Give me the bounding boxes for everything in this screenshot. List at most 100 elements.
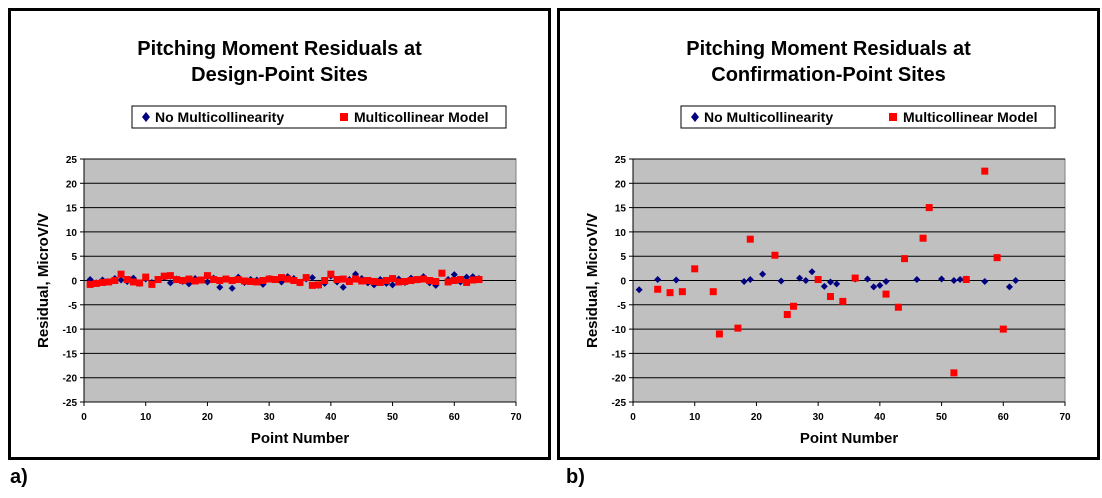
x-tick-label: 40 [325,412,337,423]
x-tick-label: 10 [689,412,701,423]
legend-marker-square-icon [889,113,897,121]
y-tick-label: -5 [68,301,77,312]
x-tick-label: 40 [874,412,886,423]
legend-marker-square-icon [340,113,348,121]
data-point-square [839,297,847,305]
legend: No Multicollinearity Multicollinear Model [680,105,1056,129]
chart-title-line: Confirmation-Point Sites [711,64,945,86]
x-tick-label: 20 [202,412,214,423]
data-point-square [783,311,791,319]
y-axis-label: Residual, MicroV/V [35,213,52,348]
data-point-square [191,277,199,285]
data-point-square [308,281,316,289]
data-point-diamond [389,281,397,289]
data-point-diamond [1012,277,1020,284]
data-point-square [395,278,403,286]
data-point-square [401,277,409,285]
data-point-square [284,275,292,283]
y-tick-label: -20 [63,374,78,385]
chart-title-line: Pitching Moment Residuals at [137,38,422,60]
x-tick-label: 30 [813,412,825,423]
data-point-square [296,278,304,286]
x-tick-label: 0 [81,412,87,423]
data-point-square [894,303,902,311]
legend-box [131,105,507,129]
data-point-diamond [228,284,236,292]
chart-title-line: Pitching Moment Residuals at [686,38,971,60]
data-point-square [456,276,464,284]
data-point-diamond [1005,283,1013,291]
chart-panel-a: Pitching Moment Residuals at Design-Point… [8,8,551,460]
data-point-square [154,276,162,284]
data-point-square [105,278,113,286]
data-point-diamond [463,273,471,281]
y-tick-label: -15 [612,349,627,360]
data-point-diamond [833,280,841,288]
chart-b-svg: Pitching Moment Residuals at Confirmation… [584,38,1071,447]
data-point-diamond [864,275,872,283]
data-point-square [851,274,859,282]
data-point-diamond [950,277,958,284]
data-point-square [376,278,384,286]
data-point-square [271,276,279,284]
data-point-square [234,276,242,284]
y-tick-label: 10 [615,228,627,239]
panel-label-b: b) [566,466,585,488]
chart-a-svg: Pitching Moment Residuals at Design-Point… [35,38,522,447]
data-point-square [419,275,427,283]
data-point-square [92,279,100,287]
data-point-square [789,302,797,310]
data-point-square [259,277,267,284]
data-point-square [339,275,347,283]
data-point-diamond [672,276,680,284]
data-point-square [345,277,353,285]
data-point-diamond [117,276,125,284]
y-tick-label: 5 [620,252,626,263]
y-tick-label: 0 [71,277,77,288]
data-point-diamond [308,274,316,282]
data-point-diamond [203,278,211,286]
data-point-square [160,272,168,280]
data-point-square [228,277,236,284]
data-point-diamond [339,283,347,291]
data-point-square [678,288,686,296]
data-point-square [901,255,909,263]
data-point-square [99,278,107,286]
x-tick-label: 0 [630,412,636,423]
data-point-square [426,277,434,284]
data-point-square [247,277,255,285]
data-point-square [469,276,477,284]
y-tick-label: -15 [63,349,78,360]
data-point-diamond [777,277,785,285]
x-tick-label: 70 [1059,412,1071,423]
y-tick-label: -25 [612,398,627,409]
legend-marker-diamond-icon [142,112,150,122]
y-tick-label: 0 [620,277,626,288]
data-point-square [450,277,458,284]
data-point-diamond [802,277,810,284]
data-point-square [475,276,483,284]
data-point-diamond [826,278,834,286]
legend-marker-diamond-icon [691,112,699,122]
panel-label-a: a) [10,466,28,488]
data-point-square [123,276,131,284]
data-point-square [389,275,397,283]
series-2 [86,269,483,289]
data-point-square [277,274,285,282]
data-point-square [715,330,723,338]
y-tick-label: -20 [612,374,627,385]
data-point-square [86,280,94,288]
data-point-square [709,288,717,296]
y-tick-label: 25 [66,155,78,166]
data-point-square [142,273,150,281]
data-point-square [327,270,335,278]
x-axis-label: Point Number [251,430,349,447]
data-point-square [136,279,144,287]
data-point-square [179,277,187,284]
legend-label-series-2: Multicollinear Model [354,109,489,125]
data-point-square [407,277,415,284]
data-point-diamond [808,268,816,276]
data-point-square [432,277,440,285]
y-tick-label: 15 [615,204,627,215]
data-point-square [203,272,211,280]
